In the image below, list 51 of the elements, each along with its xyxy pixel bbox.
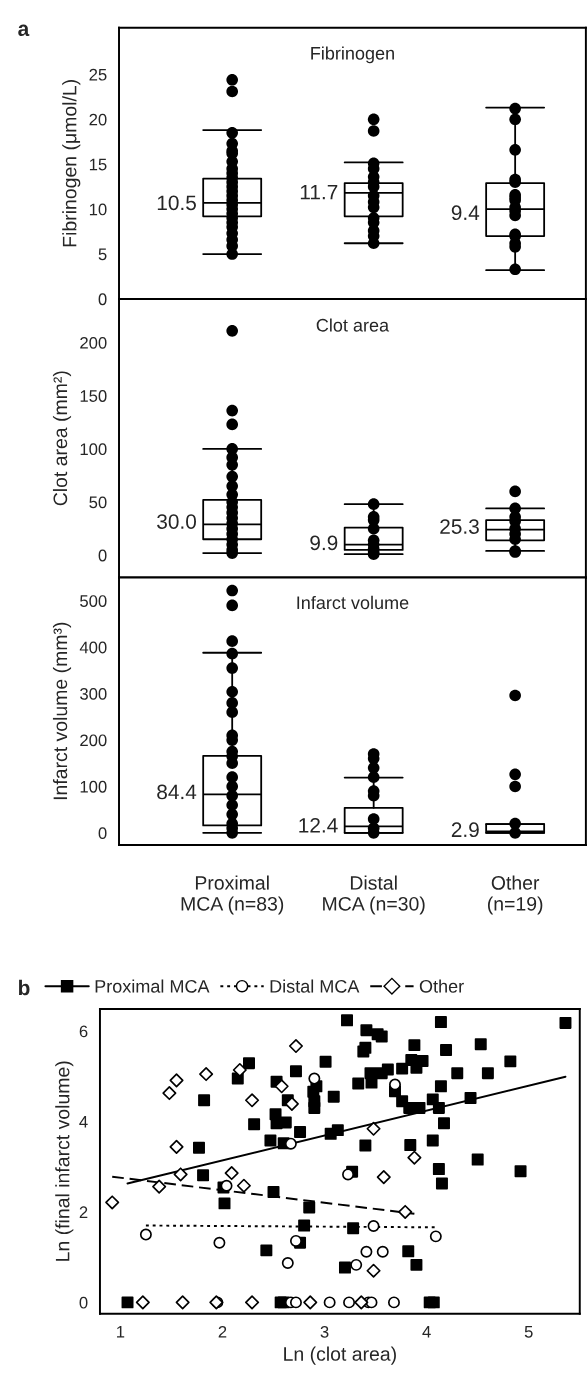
y-axis-title: Fibrinogen (μmol/L) xyxy=(62,80,81,247)
y-tick-label: 200 xyxy=(80,336,107,349)
y-tick-label: 300 xyxy=(80,688,107,700)
text: Clot area xyxy=(316,318,390,332)
text: b xyxy=(19,979,30,996)
y-tick-label: 0 xyxy=(79,1296,88,1309)
annotation: 11.7 xyxy=(300,184,338,200)
y-tick-label: 150 xyxy=(80,390,107,402)
x-tick-label: Distal MCA (n=30) xyxy=(323,875,425,915)
annotation: 9.9 xyxy=(310,535,338,551)
y-tick-label: 4 xyxy=(79,1116,88,1128)
y-tick-label: 0 xyxy=(98,293,107,306)
x-tick-label: 5 xyxy=(524,1326,533,1338)
y-axis-title: Ln (final infarct volume) xyxy=(55,1061,74,1261)
text: a xyxy=(18,24,30,37)
annotation: 30.0 xyxy=(157,514,197,529)
annotation: 2.9 xyxy=(451,822,479,838)
x-tick-label: Proximal MCA (n=83) xyxy=(181,875,284,915)
y-tick-label: 20 xyxy=(89,113,107,126)
y-tick-label: 200 xyxy=(80,734,107,747)
annotation: 12.4 xyxy=(299,817,338,833)
y-tick-label: 5 xyxy=(98,248,107,261)
text: Fibrinogen xyxy=(311,46,394,64)
annotation: 84.4 xyxy=(157,784,197,800)
x-tick-label: 3 xyxy=(320,1325,329,1338)
annotation: 10.5 xyxy=(157,195,196,211)
y-tick-label: 100 xyxy=(80,780,107,793)
y-tick-label: 400 xyxy=(79,641,107,654)
legend-label: Proximal MCA xyxy=(95,979,210,993)
y-tick-label: 25 xyxy=(89,68,107,81)
annotation: 9.4 xyxy=(451,205,480,221)
x-tick-label: Other (n=19) xyxy=(487,875,543,915)
annotation: 25.3 xyxy=(440,519,479,534)
legend-label: Distal MCA xyxy=(270,979,360,993)
y-tick-label: 6 xyxy=(79,1025,88,1038)
y-axis-title: Infarct volume (mm³) xyxy=(52,622,72,800)
y-tick-label: 500 xyxy=(80,595,107,607)
y-tick-label: 0 xyxy=(98,827,107,840)
x-tick-label: 4 xyxy=(422,1326,431,1338)
legend-label: Other xyxy=(419,979,464,993)
x-axis-title: Ln (clot area) xyxy=(284,1346,396,1365)
y-tick-label: 50 xyxy=(89,496,107,509)
x-tick-label: 2 xyxy=(218,1325,227,1338)
text: Infarct volume xyxy=(297,595,409,610)
y-tick-label: 2 xyxy=(79,1206,88,1218)
y-tick-label: 0 xyxy=(98,549,107,562)
y-tick-label: 15 xyxy=(89,158,107,171)
y-tick-label: 10 xyxy=(89,203,107,216)
x-tick-label: 1 xyxy=(117,1326,125,1338)
y-tick-label: 100 xyxy=(80,443,107,456)
y-axis-title: Clot area (mm²) xyxy=(52,371,72,506)
